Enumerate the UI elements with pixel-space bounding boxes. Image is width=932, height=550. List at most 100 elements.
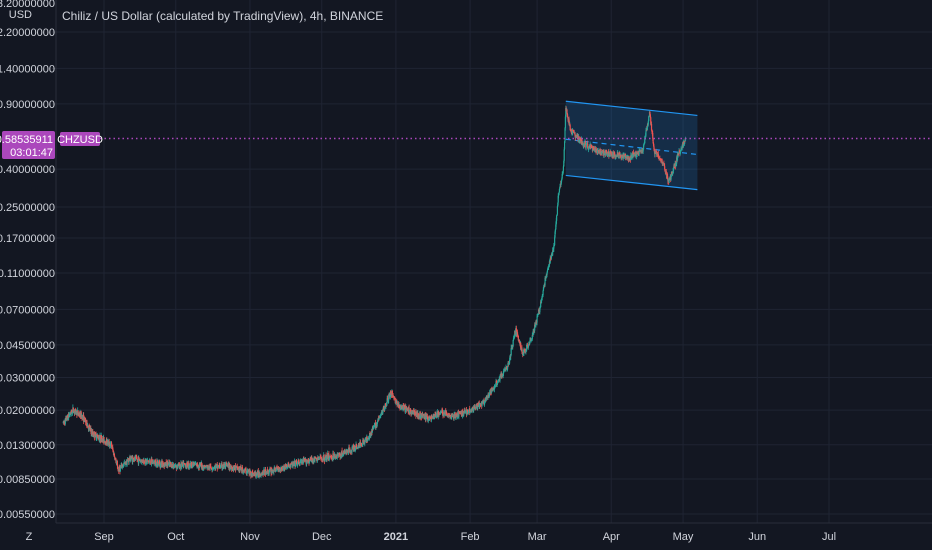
candle-body — [414, 410, 416, 415]
candle-body — [106, 439, 108, 445]
candle-body — [167, 462, 169, 466]
candle-body — [370, 434, 372, 437]
candle-body — [422, 414, 424, 417]
candle-body — [477, 405, 479, 409]
candle-body — [653, 145, 655, 150]
time-axis[interactable] — [0, 523, 932, 550]
candle-body — [301, 460, 303, 463]
candle-body — [263, 469, 265, 475]
candle-body — [323, 455, 325, 461]
candle-body — [391, 390, 393, 396]
candle-body — [173, 467, 175, 469]
candle-body — [213, 467, 215, 469]
candle-body — [512, 337, 515, 340]
candle-body — [664, 166, 666, 170]
candle-body — [423, 414, 425, 416]
price-tick-label: 0.04500000 — [0, 340, 55, 352]
candle-body — [99, 435, 102, 441]
candle-body — [539, 307, 541, 309]
time-tick-label: Feb — [461, 531, 480, 543]
candle-body — [560, 180, 563, 184]
candle-body — [587, 143, 589, 148]
candle-body — [132, 457, 135, 461]
candle-body — [282, 466, 285, 470]
candle-body — [397, 403, 399, 407]
time-tick-label: Nov — [240, 531, 260, 543]
candle-body — [158, 461, 160, 465]
candle-body — [264, 474, 266, 475]
candle-body — [557, 195, 559, 203]
candle-body — [183, 463, 186, 464]
candle-body — [401, 406, 403, 410]
candle-body — [676, 153, 679, 161]
time-tick-label: Oct — [167, 531, 184, 543]
candle-body — [113, 453, 115, 457]
candle-body — [170, 464, 172, 468]
candle-body — [86, 420, 88, 427]
candle-body — [196, 463, 198, 467]
candle-body — [638, 150, 640, 155]
candle-body — [435, 413, 437, 415]
candle-body — [666, 174, 669, 179]
candle-body — [554, 237, 556, 246]
candle-body — [375, 425, 377, 428]
candle-body — [571, 130, 574, 135]
candle-body — [563, 149, 565, 161]
candle-body — [665, 171, 667, 175]
candle-body — [367, 440, 369, 442]
scale-mode-button[interactable]: Z — [26, 531, 33, 543]
candle-body — [147, 460, 149, 462]
candle-body — [311, 457, 313, 461]
candle-body — [553, 245, 555, 249]
candle-body — [287, 464, 289, 468]
candle-body — [561, 174, 563, 179]
channel-lower-line — [565, 174, 698, 191]
candle-body — [599, 149, 601, 154]
candle-body — [333, 455, 335, 459]
candle-body — [545, 274, 547, 278]
candle-body — [564, 141, 566, 150]
candle-body — [252, 474, 254, 476]
candle-body — [313, 459, 315, 463]
candle-body — [413, 411, 415, 414]
time-tick-label: 2021 — [384, 531, 408, 543]
time-tick-label: Apr — [603, 531, 620, 543]
candle-body — [439, 413, 441, 415]
candle-body — [544, 277, 546, 286]
candle-body — [641, 150, 643, 154]
top-price-tick: 3.20000000 — [0, 0, 55, 10]
candle-body — [517, 335, 519, 341]
candle-body — [649, 111, 651, 115]
candle-body — [578, 136, 580, 139]
candle-body — [110, 442, 113, 447]
candle-body — [471, 407, 473, 412]
candle-body — [673, 165, 675, 167]
candle-body — [299, 462, 301, 464]
candle-body — [384, 406, 386, 411]
candle-body — [416, 411, 418, 415]
candle-body — [329, 456, 331, 459]
candle-body — [645, 130, 647, 136]
candle-body — [554, 229, 557, 232]
candle-body — [149, 460, 151, 463]
candle-body — [609, 151, 612, 153]
candle-body — [95, 433, 97, 439]
price-axis[interactable] — [0, 0, 56, 523]
candle-body — [126, 459, 129, 462]
candle-body — [559, 186, 561, 189]
candle-body — [138, 457, 140, 464]
candle-body — [542, 290, 544, 296]
candle-body — [479, 403, 481, 408]
price-tick-label: 0.00550000 — [0, 509, 55, 521]
candle-body — [93, 432, 96, 438]
candle-body — [515, 328, 517, 335]
candle-body — [648, 116, 650, 121]
candle-body — [298, 461, 300, 464]
candle-body — [474, 406, 476, 408]
candle-body — [546, 272, 548, 275]
candle-body — [680, 148, 682, 151]
candle-body — [556, 215, 558, 221]
candle-body — [652, 133, 654, 139]
candle-body — [554, 231, 556, 238]
